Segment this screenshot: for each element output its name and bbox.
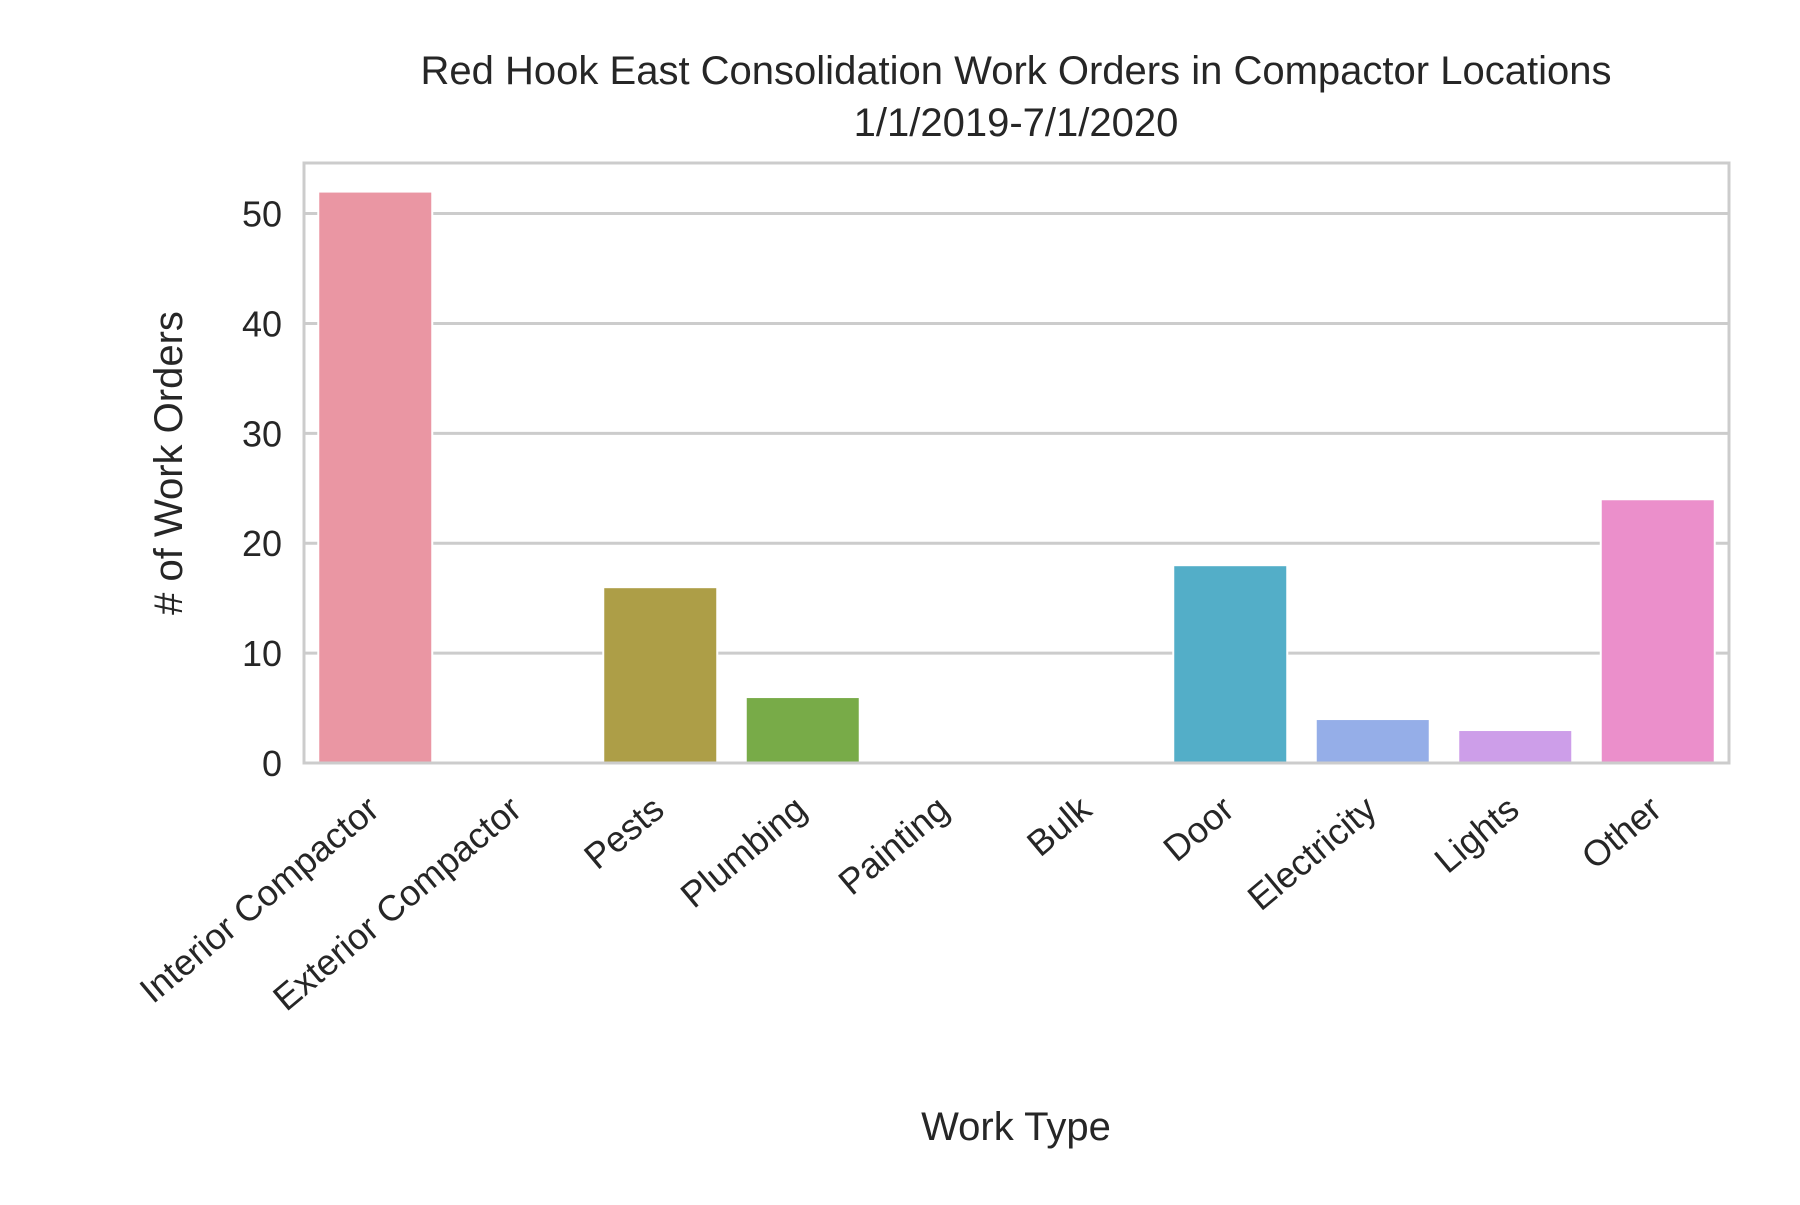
x-tick-label: Exterior Compactor: [265, 788, 529, 1019]
x-tick-label: Interior Compactor: [132, 788, 387, 1011]
y-axis-label: # of Work Orders: [147, 311, 191, 615]
y-tick-label: 20: [242, 523, 282, 564]
x-tick-label: Bulk: [1019, 787, 1100, 864]
plot-frame: [302, 161, 1731, 765]
bars: [317, 190, 1716, 765]
bar-door: [1172, 564, 1289, 765]
y-tick-label: 40: [242, 303, 282, 344]
chart-subtitle: 1/1/2019-7/1/2020: [854, 101, 1179, 145]
bar-other: [1599, 498, 1716, 764]
x-axis-label: Work Type: [921, 1105, 1111, 1149]
x-tick-label: Electricity: [1240, 788, 1384, 918]
y-tick-label: 0: [262, 743, 282, 784]
bar-interior-compactor: [317, 190, 434, 765]
x-tick-label: Door: [1155, 788, 1241, 870]
chart-title: Red Hook East Consolidation Work Orders …: [421, 49, 1612, 93]
x-tick-label: Pests: [576, 788, 671, 877]
y-tick-label: 10: [242, 633, 282, 674]
y-tick-label: 50: [242, 194, 282, 235]
x-tick-label: Plumbing: [673, 788, 814, 916]
bar-pests: [602, 586, 719, 765]
grid-lines: [304, 212, 1729, 765]
x-tick-label: Painting: [830, 788, 956, 903]
y-tick-labels: 0 10 20 30 40 50: [242, 194, 282, 784]
bar-electricity: [1314, 718, 1431, 764]
bar-plumbing: [744, 696, 861, 764]
y-tick-label: 30: [242, 413, 282, 454]
x-tick-label: Other: [1574, 788, 1669, 877]
x-tick-label: Lights: [1426, 788, 1526, 881]
bar-lights: [1457, 729, 1574, 764]
